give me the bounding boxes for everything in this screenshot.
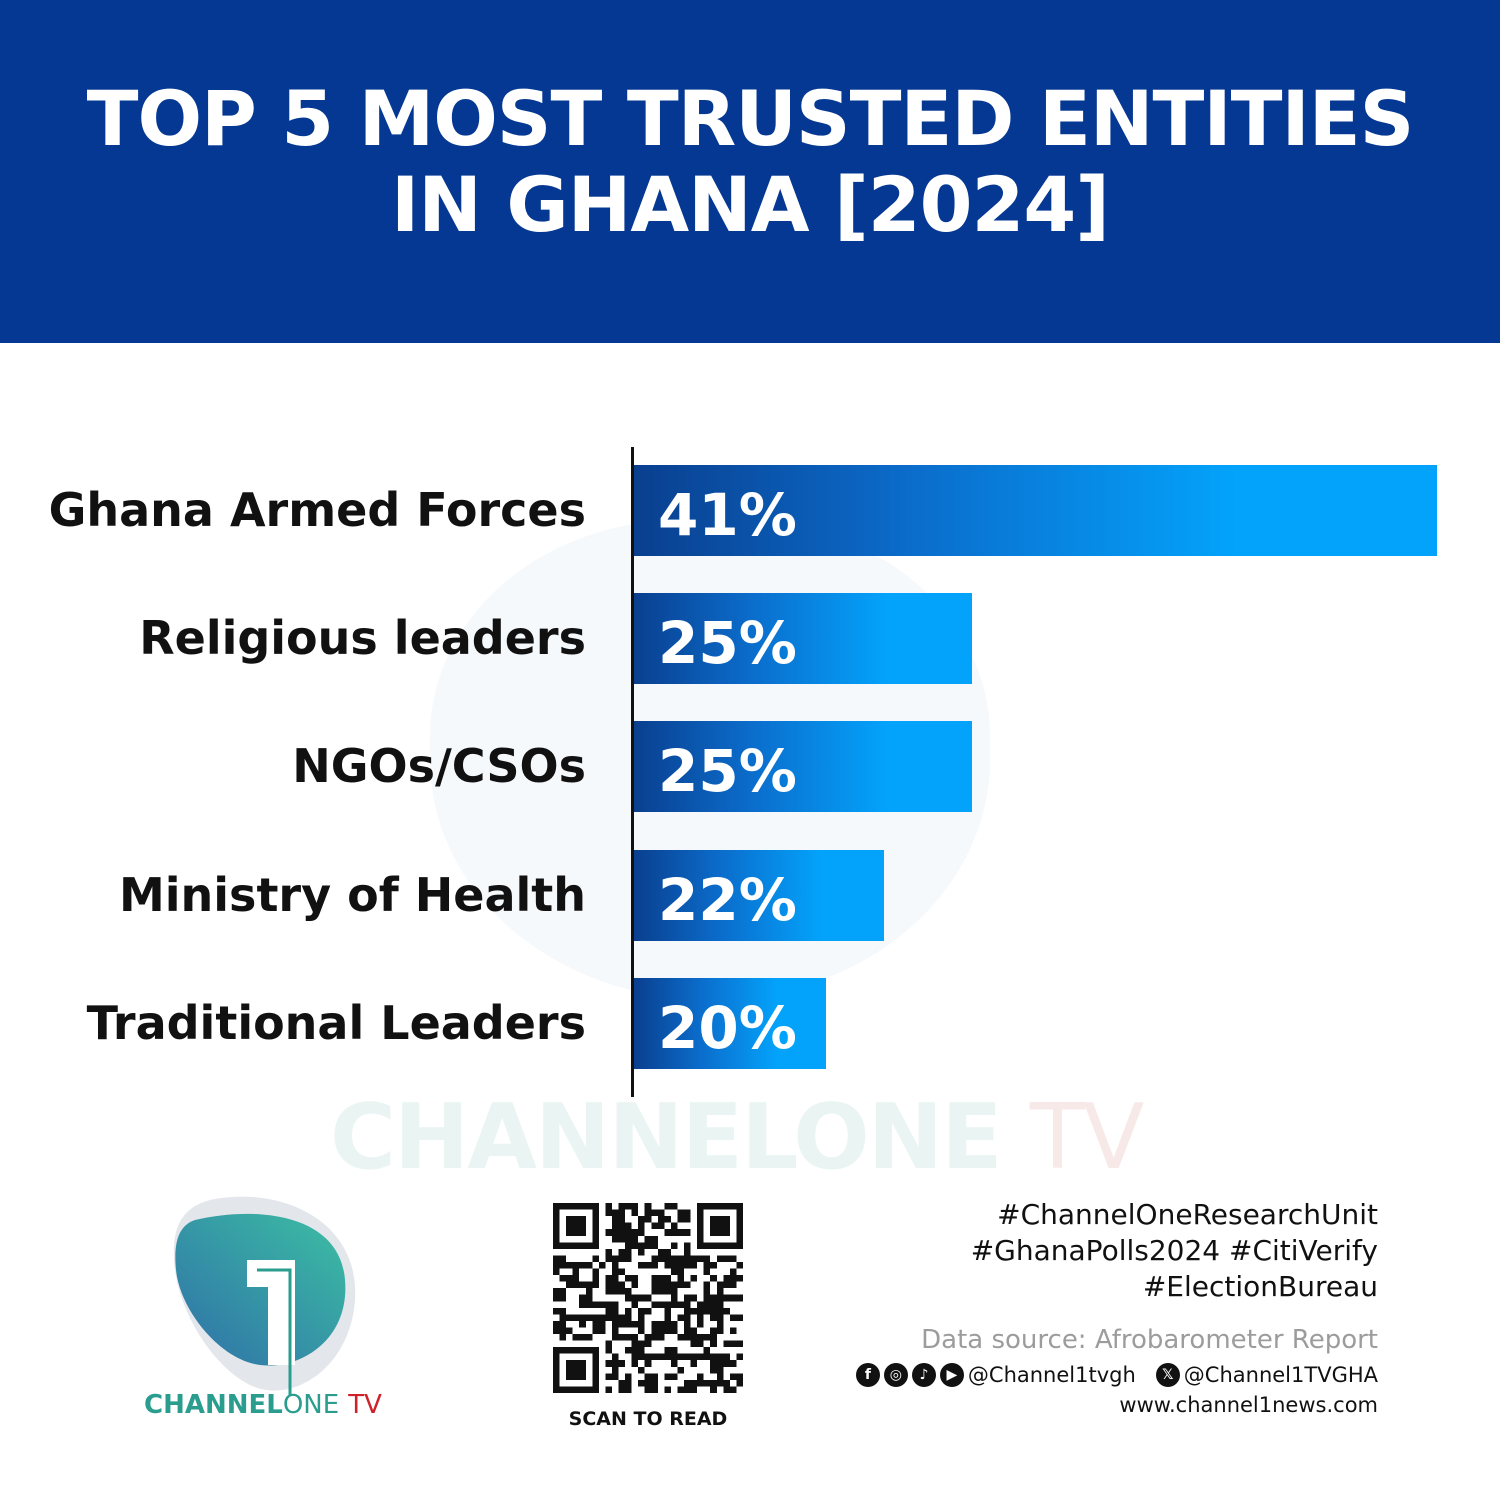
channel-one-logo-icon [173, 1196, 356, 1395]
qr-caption: SCAN TO READ [568, 1408, 728, 1430]
category-label: Religious leaders [139, 611, 586, 665]
logo-channel: CHANNEL [144, 1390, 283, 1420]
value-label: 25% [658, 737, 797, 805]
youtube-icon[interactable]: ▶ [939, 1363, 964, 1387]
instagram-icon[interactable]: ◎ [883, 1363, 908, 1387]
value-label: 41% [658, 481, 797, 549]
category-label: Traditional Leaders [86, 996, 586, 1050]
handle-x[interactable]: @Channel1TVGHA [1183, 1363, 1378, 1387]
hashtag-line: #GhanaPolls2024 #CitiVerify [970, 1234, 1378, 1267]
bar [634, 850, 885, 941]
watermark-main: CHANNELONE [330, 1085, 1003, 1190]
bar [634, 978, 827, 1069]
title-line-2: IN GHANA [2024] [390, 159, 1110, 249]
logo-wordmark: CHANNELONE TV [144, 1390, 382, 1420]
title-line-1: TOP 5 MOST TRUSTED ENTITIES [86, 73, 1415, 163]
qr-code[interactable] [553, 1203, 743, 1393]
social-handles: f ◎ ♪ ▶ @Channel1tvgh 𝕏 @Channel1TVGHA [855, 1363, 1378, 1387]
x-icon[interactable]: 𝕏 [1155, 1363, 1180, 1387]
category-label: Ministry of Health [119, 868, 586, 922]
logo-one: ONE [282, 1390, 340, 1420]
header-banner: TOP 5 MOST TRUSTED ENTITIES IN GHANA [20… [0, 0, 1500, 343]
category-label: NGOs/CSOs [292, 739, 586, 793]
bar [634, 721, 972, 812]
facebook-icon[interactable]: f [855, 1363, 880, 1387]
hashtag-line: #ElectionBureau [1142, 1270, 1378, 1303]
watermark-text: CHANNELONE TV [330, 1085, 1145, 1190]
value-label: 20% [658, 994, 797, 1062]
value-label: 25% [658, 609, 797, 677]
bar [634, 465, 1438, 556]
category-label: Ghana Armed Forces [48, 483, 586, 537]
footer-info: #ChannelOneResearchUnit #GhanaPolls2024 … [855, 1197, 1378, 1417]
website-link[interactable]: www.channel1news.com [1119, 1393, 1378, 1417]
handle-main[interactable]: @Channel1tvgh [967, 1363, 1136, 1387]
y-axis-line [631, 447, 634, 1097]
tiktok-icon[interactable]: ♪ [911, 1363, 936, 1387]
watermark-tv: TV [1029, 1085, 1145, 1190]
hashtag-line: #ChannelOneResearchUnit [997, 1198, 1378, 1231]
data-source: Data source: Afrobarometer Report [921, 1325, 1378, 1355]
bar [634, 593, 972, 684]
value-label: 22% [658, 866, 797, 934]
logo-tv: TV [348, 1390, 382, 1420]
